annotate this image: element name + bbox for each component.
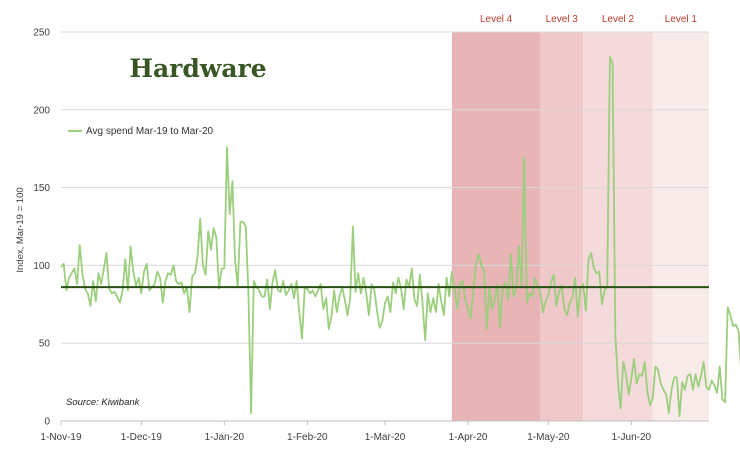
- shaded-periods: Level 4 Level 3 Level 2 Level 1: [451, 14, 709, 421]
- shaded-period-4: [652, 32, 709, 421]
- y-tick-label: 0: [44, 417, 50, 428]
- shaded-period-label: Level 3: [546, 14, 579, 25]
- shaded-period-2: [540, 32, 584, 421]
- x-tick-label: 1-Apr-20: [449, 432, 488, 443]
- y-tick-label: 50: [39, 339, 51, 350]
- x-tick-label: 1-Jun-20: [612, 432, 652, 443]
- series-line: [60, 56, 740, 418]
- x-tick-label: 1-Dec-19: [121, 432, 163, 443]
- shaded-period-label: Level 2: [602, 14, 635, 25]
- legend: Avg spend Mar-19 to Mar-20: [68, 126, 214, 137]
- y-tick-label: 150: [33, 183, 50, 194]
- shaded-period-label: Level 1: [665, 14, 698, 25]
- y-tick-label: 250: [33, 28, 50, 39]
- chart-title: Hardware: [129, 54, 266, 83]
- x-tick-label: 1-Feb-20: [287, 432, 328, 443]
- legend-label: Avg spend Mar-19 to Mar-20: [86, 126, 214, 137]
- shaded-period-label: Level 4: [480, 14, 513, 25]
- y-tick-label: 200: [33, 105, 50, 116]
- y-axis-label: Index, Mar-19 = 100: [15, 187, 26, 272]
- source-note: Source: Kiwibank: [66, 397, 141, 408]
- y-axis: 0 50 100 150 200 250: [33, 28, 50, 428]
- shaded-period-3: [583, 32, 653, 421]
- shaded-period-1: [451, 32, 541, 421]
- y-tick-label: 100: [33, 261, 50, 272]
- x-axis: 1-Nov-19 1-Dec-19 1-Jan-20 1-Feb-20 1-Mar-20…: [40, 420, 709, 443]
- x-tick-label: 1-Mar-20: [365, 432, 406, 443]
- x-tick-label: 1-Jan-20: [205, 432, 245, 443]
- x-tick-label: 1-Nov-19: [40, 432, 82, 443]
- x-tick-label: 1-May-20: [527, 432, 570, 443]
